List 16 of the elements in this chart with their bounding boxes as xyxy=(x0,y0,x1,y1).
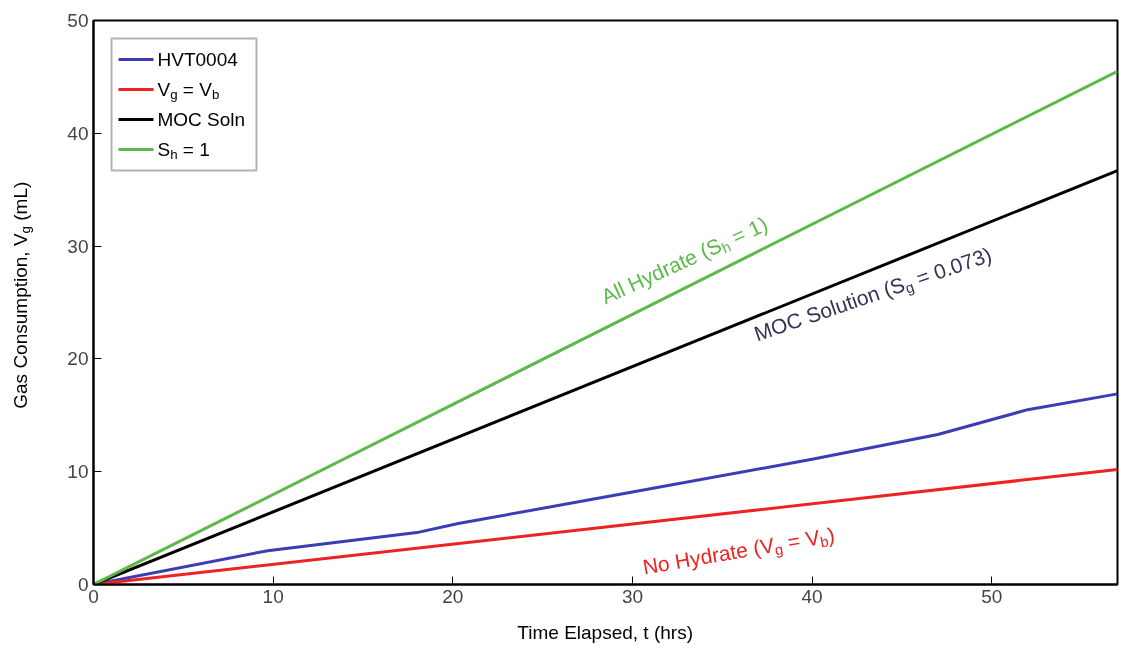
y-tick-label: 20 xyxy=(67,348,89,370)
x-tick-label: 40 xyxy=(801,585,823,607)
x-tick-label: 20 xyxy=(442,585,464,607)
x-tick-label: 10 xyxy=(262,585,284,607)
annotation: No Hydrate (Vg = Vb) xyxy=(640,522,837,579)
y-tick-label: 50 xyxy=(67,10,89,31)
legend-label: HVT0004 xyxy=(157,49,239,70)
legend-label: MOC Soln xyxy=(157,109,246,130)
y-tick-label: 10 xyxy=(67,461,89,483)
x-tick-label: 50 xyxy=(981,585,1003,607)
x-tick-label: 30 xyxy=(621,585,644,607)
y-tick-label: 40 xyxy=(67,122,89,144)
y-axis-title: Gas Consumption, Vg (mL) xyxy=(10,181,34,409)
annotation: MOC Solution (Sg = 0.073) xyxy=(751,242,995,346)
x-axis-title: Time Elapsed, t (hrs) xyxy=(517,622,693,643)
y-tick-label: 30 xyxy=(67,235,89,257)
